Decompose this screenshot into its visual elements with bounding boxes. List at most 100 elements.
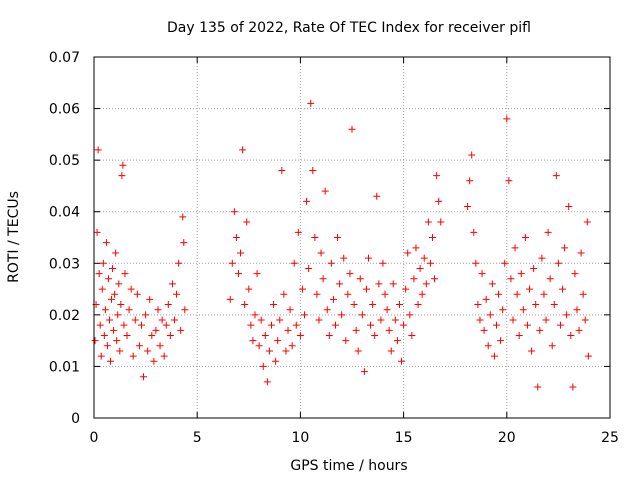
data-point xyxy=(377,316,385,324)
data-point xyxy=(571,270,579,278)
data-point xyxy=(395,301,403,309)
data-point xyxy=(97,352,105,360)
data-point xyxy=(528,347,536,355)
data-point xyxy=(325,331,333,339)
data-point xyxy=(433,172,441,180)
y-tick-label: 0.07 xyxy=(49,50,80,66)
data-point xyxy=(336,280,344,288)
y-tick-label: 0 xyxy=(71,411,80,427)
data-point xyxy=(148,331,156,339)
data-point xyxy=(348,125,356,133)
data-point xyxy=(420,254,428,262)
data-point xyxy=(323,306,331,314)
data-point xyxy=(360,368,368,376)
data-point xyxy=(180,239,188,247)
data-point xyxy=(536,326,544,334)
y-tick-label: 0.05 xyxy=(49,153,80,169)
data-point xyxy=(517,270,525,278)
data-point xyxy=(470,228,478,236)
data-point xyxy=(237,249,245,257)
data-point xyxy=(166,331,174,339)
data-point xyxy=(472,259,480,267)
data-point xyxy=(505,177,513,185)
data-point xyxy=(513,290,521,298)
data-point xyxy=(263,378,271,386)
data-point xyxy=(177,326,185,334)
data-point xyxy=(109,264,117,272)
data-point xyxy=(309,166,317,174)
data-point xyxy=(100,331,108,339)
data-point xyxy=(272,357,280,365)
data-point xyxy=(173,290,181,298)
data-point xyxy=(385,326,393,334)
data-point xyxy=(123,331,131,339)
data-point xyxy=(255,342,263,350)
data-point xyxy=(379,259,387,267)
y-tick-labels: 0 0.01 0.02 0.03 0.04 0.05 0.06 0.07 xyxy=(49,50,80,427)
data-point xyxy=(503,115,511,123)
data-point xyxy=(101,306,109,314)
data-point xyxy=(270,301,278,309)
data-point xyxy=(116,347,124,355)
data-point xyxy=(261,331,269,339)
data-point xyxy=(313,290,321,298)
data-point xyxy=(352,326,360,334)
data-point xyxy=(482,295,490,303)
data-point xyxy=(230,208,238,216)
data-point xyxy=(152,326,160,334)
data-point xyxy=(265,347,273,355)
data-point xyxy=(125,306,133,314)
data-point xyxy=(321,187,329,195)
data-point xyxy=(497,337,505,345)
data-point xyxy=(303,197,311,205)
data-point xyxy=(135,342,143,350)
data-point xyxy=(307,99,315,107)
data-point xyxy=(278,166,286,174)
data-point xyxy=(523,321,531,329)
data-point xyxy=(280,290,288,298)
data-point xyxy=(354,347,362,355)
data-point xyxy=(464,203,472,211)
data-point xyxy=(329,295,337,303)
x-tick-label: 25 xyxy=(601,430,619,446)
data-point xyxy=(331,321,339,329)
data-point xyxy=(538,254,546,262)
data-point xyxy=(422,280,430,288)
x-tick-label: 15 xyxy=(395,430,413,446)
chart-title: Day 135 of 2022, Rate Of TEC Index for r… xyxy=(167,20,531,36)
data-point xyxy=(400,321,408,329)
data-point xyxy=(406,311,414,319)
data-points xyxy=(91,99,592,391)
data-point xyxy=(437,218,445,226)
data-point xyxy=(375,280,383,288)
data-point xyxy=(103,342,111,350)
data-point xyxy=(301,311,309,319)
data-point xyxy=(554,259,562,267)
data-point xyxy=(105,316,113,324)
data-point xyxy=(150,357,158,365)
grid xyxy=(94,57,610,418)
data-point xyxy=(282,347,290,355)
data-point xyxy=(584,352,592,360)
data-point xyxy=(577,249,585,257)
data-point xyxy=(365,254,373,262)
data-point xyxy=(416,264,424,272)
data-point xyxy=(530,264,538,272)
y-tick-label: 0.06 xyxy=(49,102,80,118)
data-point xyxy=(94,146,102,154)
data-point xyxy=(414,301,422,309)
data-point xyxy=(118,172,126,180)
data-point xyxy=(346,270,354,278)
data-point xyxy=(327,259,335,267)
data-point xyxy=(160,352,168,360)
data-point xyxy=(383,306,391,314)
data-point xyxy=(544,228,552,236)
data-point xyxy=(526,285,534,293)
data-point xyxy=(542,316,550,324)
data-point xyxy=(274,337,282,345)
data-point xyxy=(158,316,166,324)
data-point xyxy=(133,290,141,298)
data-point xyxy=(292,321,300,329)
data-point xyxy=(468,151,476,159)
